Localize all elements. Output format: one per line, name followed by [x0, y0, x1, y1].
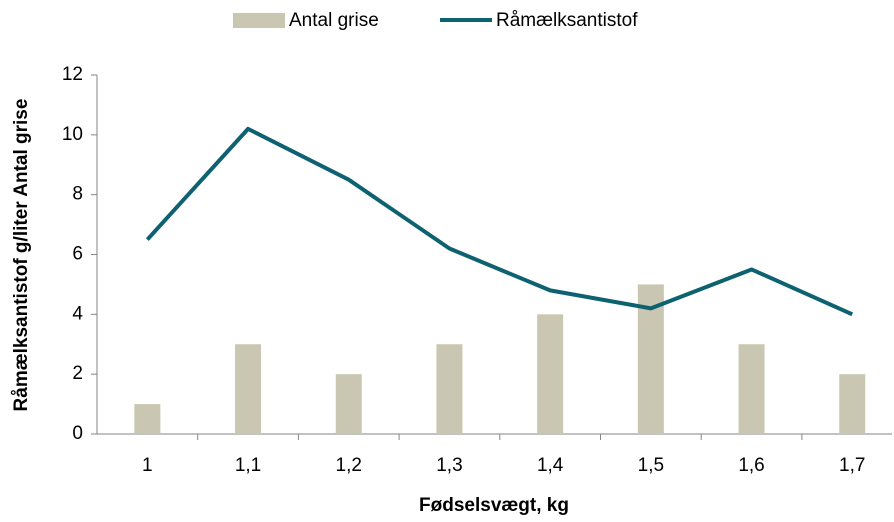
y-tick-label: 6	[72, 244, 83, 265]
bar	[335, 374, 362, 434]
y-tick-label: 2	[72, 363, 83, 384]
line	[145, 126, 854, 317]
legend-label: Råmælksantistof	[496, 10, 638, 31]
y-tick-label: 12	[62, 64, 83, 85]
y-tick-label: 0	[72, 423, 83, 444]
x-tick-label: 1,1	[235, 455, 261, 476]
x-tick-label: 1	[142, 455, 153, 476]
x-axis-label: Fødselsvægt, kg	[419, 495, 569, 516]
bar	[537, 314, 564, 434]
x-tick-label: 1,3	[436, 455, 462, 476]
x-tick-label: 1,6	[738, 455, 764, 476]
x-tick-label: 1,2	[336, 455, 362, 476]
x-tick-label: 1,5	[638, 455, 664, 476]
y-axis-label: Råmælksantistof g/liter Antal grise	[11, 99, 32, 412]
legend-label: Antal grise	[289, 10, 379, 31]
bar	[839, 374, 866, 434]
y-tick-label: 10	[62, 124, 83, 145]
bar	[738, 344, 765, 434]
y-tick-label: 4	[72, 303, 83, 324]
bar	[235, 344, 262, 434]
x-tick-label: 1,4	[537, 455, 564, 476]
y-tick-label: 8	[72, 184, 83, 205]
x-tick-label: 1,7	[839, 455, 865, 476]
legend-swatch	[233, 13, 285, 28]
bar	[134, 404, 161, 434]
bar	[436, 344, 463, 434]
